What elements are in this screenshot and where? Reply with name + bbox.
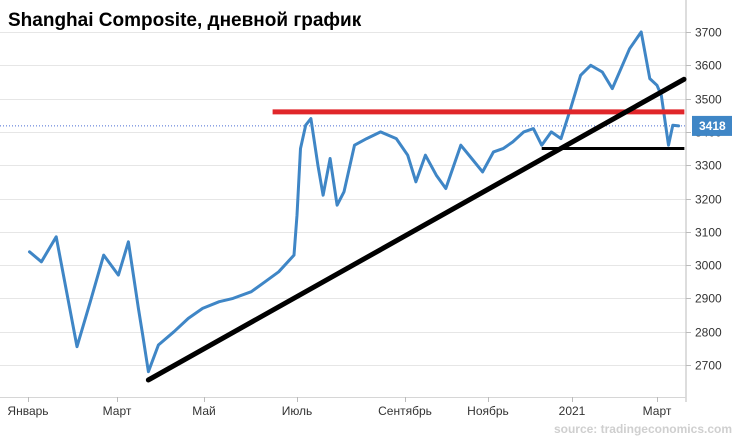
annotations <box>145 76 687 383</box>
x-tick-label-0: Январь <box>7 404 48 418</box>
x-tick-label-6: 2021 <box>559 404 586 418</box>
y-tick-label-2800: 2800 <box>695 326 722 340</box>
x-tick-label-1: Март <box>103 404 132 418</box>
y-tick-label-3200: 3200 <box>695 193 722 207</box>
uptrend-trendline <box>145 76 687 383</box>
y-tick-label-3600: 3600 <box>695 59 722 73</box>
y-tick-label-3300: 3300 <box>695 159 722 173</box>
y-tick-label-3100: 3100 <box>695 226 722 240</box>
chart-title: Shanghai Composite, дневной график <box>8 10 362 31</box>
y-tick-label-3700: 3700 <box>695 26 722 40</box>
y-tick-label-3500: 3500 <box>695 93 722 107</box>
last-value-badge: 3418 <box>692 115 732 136</box>
y-tick-label-2700: 2700 <box>695 359 722 373</box>
x-tick-label-4: Сентябрь <box>378 404 432 418</box>
y-axis: 2700280029003000310032003300340035003600… <box>686 26 722 373</box>
x-tick-label-2: Май <box>192 404 216 418</box>
y-tick-label-2900: 2900 <box>695 292 722 306</box>
y-tick-label-3000: 3000 <box>695 259 722 273</box>
x-axis: Январь Март Май Июль Сентябрь Ноябрь 2021 Март <box>7 397 672 418</box>
series-line-shanghai-composite <box>28 30 681 374</box>
last-value-badge-box <box>692 115 732 136</box>
x-tick-label-3: Июль <box>282 404 313 418</box>
x-tick-label-7: Март <box>643 404 672 418</box>
grid <box>0 32 686 366</box>
source-label: source: tradingeconomics.com <box>554 422 732 436</box>
x-tick-label-5: Ноябрь <box>467 404 509 418</box>
last-value-label: 3418 <box>699 119 726 133</box>
